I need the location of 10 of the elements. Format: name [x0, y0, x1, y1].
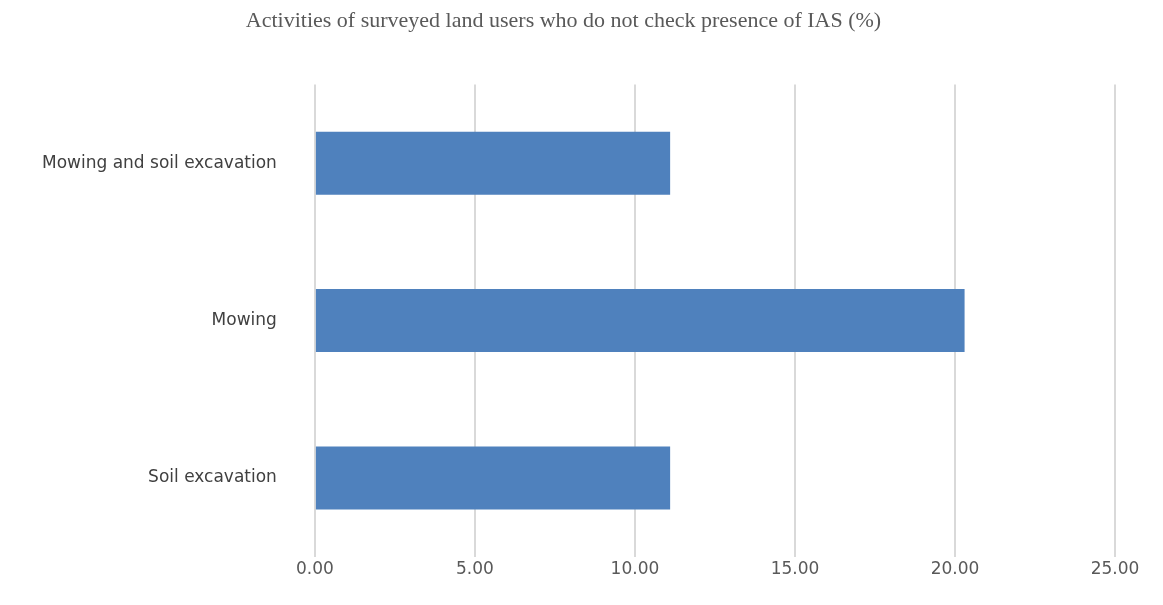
- x-tick-label: 0.00: [295, 558, 334, 579]
- x-tick-label: 5.00: [455, 558, 494, 579]
- chart-title: Activities of surveyed land users who do not check presence of IAS (%): [245, 6, 882, 32]
- y-tick-label: Mowing and soil excavation: [42, 151, 277, 172]
- x-tick-label: 10.00: [610, 558, 660, 579]
- x-tick-label: 20.00: [930, 558, 980, 579]
- y-tick-label: Soil excavation: [148, 466, 277, 487]
- y-tick-label: Mowing: [211, 309, 277, 330]
- x-tick-label: 25.00: [1090, 558, 1140, 579]
- x-tick-label: 15.00: [770, 558, 820, 579]
